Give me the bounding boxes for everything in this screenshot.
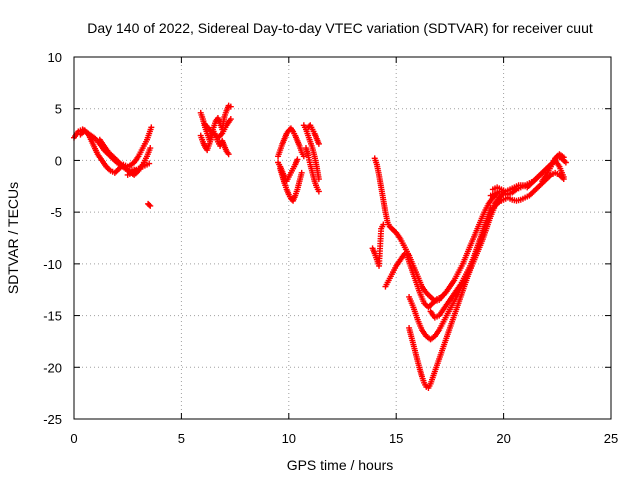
- x-tick-label: 25: [604, 431, 618, 446]
- x-axis-label: GPS time / hours: [287, 457, 394, 473]
- y-tick-label: 10: [48, 50, 62, 65]
- axis-ticks: 0 5 10 15 20 25 -25 -20 -15 -10 -5 0 5 10: [43, 50, 618, 446]
- data-point: [560, 154, 567, 161]
- data-point: [148, 124, 155, 131]
- data-point: [487, 205, 494, 212]
- y-tick-label: 5: [55, 102, 62, 117]
- x-tick-label: 0: [70, 431, 77, 446]
- x-tick-label: 15: [389, 431, 403, 446]
- chart-title: Day 140 of 2022, Sidereal Day-to-day VTE…: [87, 20, 593, 36]
- data-points: [71, 102, 569, 391]
- data-point: [562, 159, 569, 166]
- y-tick-label: -10: [43, 257, 62, 272]
- y-tick-label: 0: [55, 153, 62, 168]
- plot-frame: [73, 56, 612, 420]
- data-point: [294, 156, 301, 163]
- y-tick-label: -15: [43, 309, 62, 324]
- data-point: [298, 169, 305, 176]
- y-tick-label: -5: [50, 205, 62, 220]
- data-point: [146, 201, 153, 208]
- data-point: [380, 221, 387, 228]
- data-point: [560, 176, 567, 183]
- y-tick-label: -20: [43, 360, 62, 375]
- x-tick-label: 5: [178, 431, 185, 446]
- data-point: [315, 140, 322, 147]
- data-point: [300, 153, 307, 160]
- data-point: [147, 202, 154, 209]
- data-point: [146, 160, 153, 167]
- y-axis-label: SDTVAR / TECUs: [5, 182, 21, 294]
- data-point: [147, 145, 154, 152]
- data-point: [227, 116, 234, 123]
- x-tick-label: 10: [282, 431, 296, 446]
- data-point: [315, 188, 322, 195]
- y-tick-label: -25: [43, 412, 62, 427]
- data-point: [227, 103, 234, 110]
- data-point: [225, 151, 232, 158]
- x-tick-label: 20: [496, 431, 510, 446]
- grid: [74, 57, 611, 419]
